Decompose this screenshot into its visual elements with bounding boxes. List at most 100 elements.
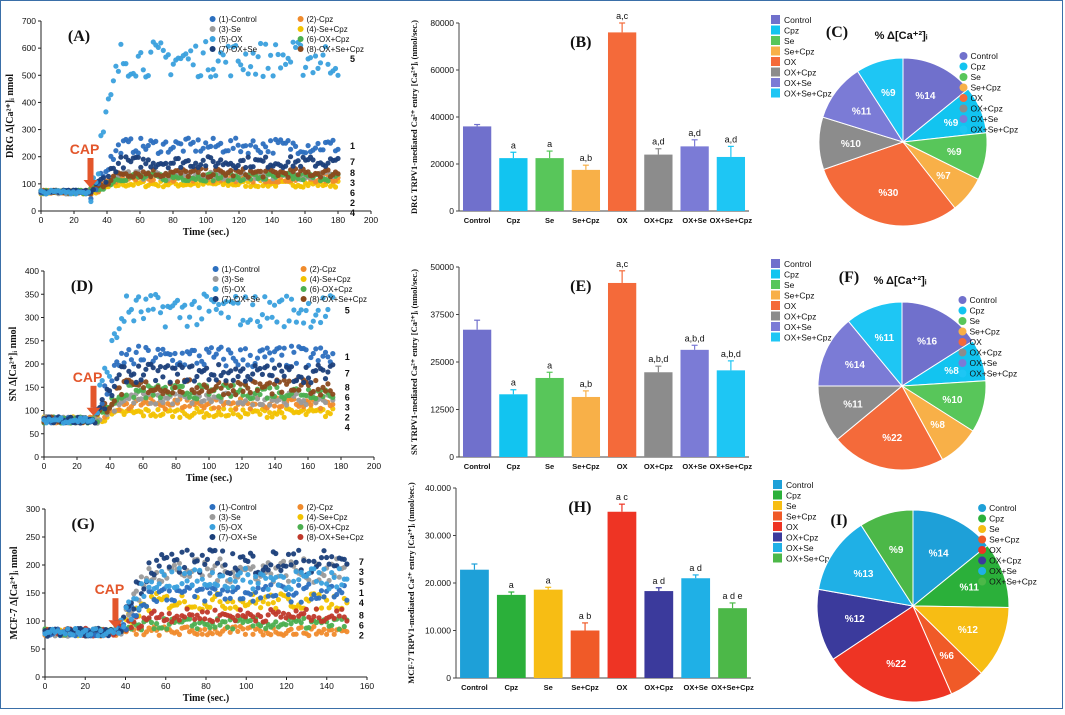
data-point (196, 305, 202, 311)
data-point (230, 411, 236, 417)
data-point (156, 563, 162, 569)
legend-swatch (773, 490, 782, 500)
data-point (271, 302, 278, 308)
data-point (275, 51, 281, 58)
pie-title: % Δ[Ca⁺²]ᵢ (875, 30, 928, 42)
data-point (255, 585, 261, 591)
data-point (247, 591, 254, 597)
data-point (116, 407, 122, 413)
data-point (222, 619, 228, 625)
data-point (281, 345, 287, 351)
series-end-label: 8 (350, 168, 355, 178)
slice-label: %16 (917, 336, 937, 347)
data-point (325, 306, 331, 313)
data-point (267, 380, 273, 386)
data-point (108, 92, 114, 98)
data-point (160, 399, 166, 406)
bar (718, 608, 747, 678)
data-point (242, 378, 248, 384)
legend-marker (978, 577, 987, 586)
significance-label: a,b (580, 153, 593, 163)
y-tick-label: 40000 (430, 112, 454, 122)
data-point (252, 363, 258, 369)
data-point (128, 136, 134, 142)
bar (462, 126, 492, 211)
x-tick-label: 40 (121, 681, 131, 691)
data-point (230, 377, 236, 383)
data-point (184, 377, 190, 383)
data-point (218, 412, 224, 418)
data-point (318, 605, 325, 611)
data-point (260, 73, 266, 79)
data-point (217, 591, 223, 597)
data-point (170, 357, 176, 363)
legend-swatch (771, 88, 780, 98)
data-point (206, 412, 212, 419)
data-point (232, 578, 238, 584)
data-point (242, 398, 248, 404)
y-tick-label: 37500 (430, 310, 454, 320)
data-point (116, 630, 122, 636)
data-point (298, 599, 304, 605)
data-point (157, 364, 164, 370)
data-point (278, 65, 284, 71)
slice-label: %14 (845, 360, 865, 371)
y-tick-label: 250 (25, 336, 39, 346)
data-point (235, 162, 241, 168)
data-point (207, 625, 213, 631)
data-point (321, 566, 327, 572)
data-point (280, 558, 287, 565)
y-tick-label: 250 (26, 532, 40, 542)
data-point (109, 392, 115, 399)
data-point (199, 409, 205, 415)
data-point (204, 609, 210, 615)
data-point (305, 375, 312, 381)
data-point (194, 373, 200, 380)
data-point (184, 323, 190, 329)
slice-label: %9 (944, 118, 959, 129)
category-label: Control (464, 216, 491, 225)
data-point (298, 374, 304, 380)
significance-label: a (511, 140, 516, 150)
data-point (321, 572, 327, 579)
data-point (157, 394, 164, 401)
data-point (120, 165, 126, 171)
data-point (230, 626, 236, 632)
data-point (242, 631, 248, 637)
legend-label: OX (989, 545, 1002, 555)
data-point (278, 614, 284, 620)
legend-label: OX+Se (989, 566, 1017, 576)
legend-marker (978, 514, 987, 523)
data-point (300, 184, 306, 190)
y-tick-label: 350 (25, 289, 39, 299)
data-point (203, 163, 209, 169)
data-point (329, 622, 335, 628)
bar (499, 394, 528, 457)
data-point (151, 608, 157, 614)
data-point (146, 566, 152, 572)
pie-slice (832, 605, 953, 703)
data-point (303, 150, 309, 156)
legend-label: Se (786, 501, 797, 511)
y-tick-label: 200 (26, 560, 40, 570)
data-point (264, 414, 270, 420)
data-point (247, 317, 253, 323)
data-point (265, 65, 271, 71)
y-tick-label: 150 (26, 588, 40, 598)
data-point (267, 385, 273, 391)
data-point (195, 182, 201, 189)
series-7 (41, 361, 336, 426)
legend-swatch (771, 322, 780, 331)
data-point (140, 413, 147, 419)
timecourse-panel-g: 0 50 100 150 200 250 300 0 20 40 60 80 100 120 140 160 T… (9, 503, 374, 704)
data-point (275, 563, 281, 569)
data-point (228, 383, 234, 389)
y-tick-label: 25000 (430, 357, 454, 367)
bar (571, 169, 601, 211)
data-point (320, 367, 326, 373)
data-point (258, 168, 264, 174)
legend-label: Control (786, 480, 814, 490)
legend-marker (209, 16, 216, 22)
data-point (284, 293, 290, 299)
data-point (189, 582, 195, 589)
